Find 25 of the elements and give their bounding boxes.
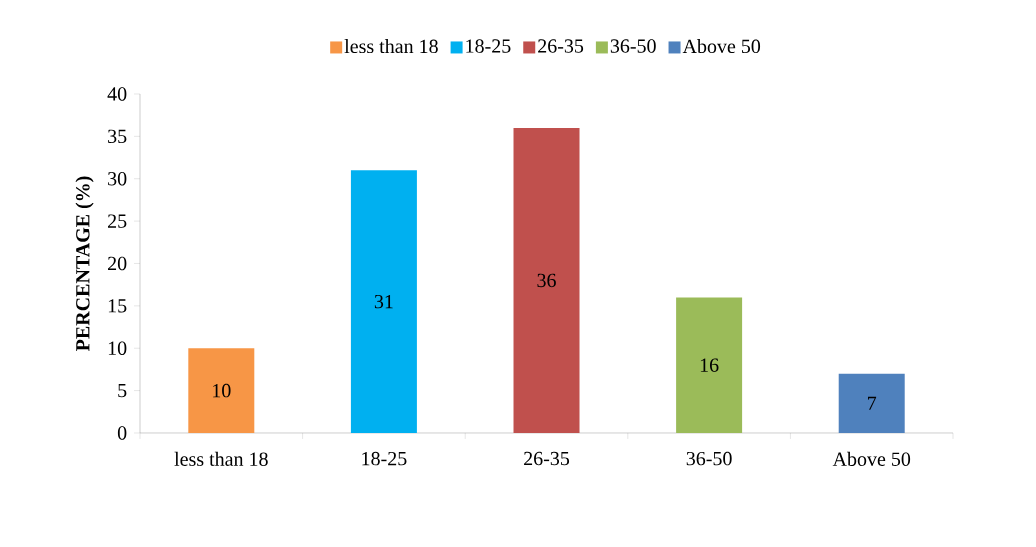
y-tick-label: 20 (108, 256, 127, 271)
data-label: 36 (537, 273, 556, 288)
y-tick-label: 0 (117, 426, 127, 440)
y-tick-label: 10 (108, 341, 127, 355)
y-axis-title: PERCENTAGE (%) (75, 176, 94, 352)
y-tick-label: 30 (108, 171, 127, 186)
legend-label: Above 50 (682, 39, 761, 54)
y-tick-label: 5 (118, 383, 127, 398)
y-tick-label: 25 (108, 214, 127, 228)
y-tick-label: 40 (107, 87, 127, 101)
x-tick-label: 36-50 (686, 451, 732, 466)
x-tick-label: Above 50 (832, 451, 911, 466)
y-tick-label: 15 (108, 299, 127, 313)
y-tick-label: 35 (108, 129, 127, 144)
legend-label: 18-25 (466, 39, 511, 53)
data-label: 10 (213, 383, 231, 398)
legend-label: 26-35 (538, 39, 584, 53)
x-tick-label: less than 18 (174, 451, 268, 466)
x-tick-label: 26-35 (524, 451, 570, 466)
legend-label: 36-50 (610, 39, 656, 53)
x-tick-label: 18-25 (362, 451, 407, 466)
data-label: 7 (868, 396, 877, 410)
data-label: 31 (374, 294, 393, 309)
data-label: 16 (700, 358, 719, 372)
legend-label: less than 18 (344, 39, 438, 54)
